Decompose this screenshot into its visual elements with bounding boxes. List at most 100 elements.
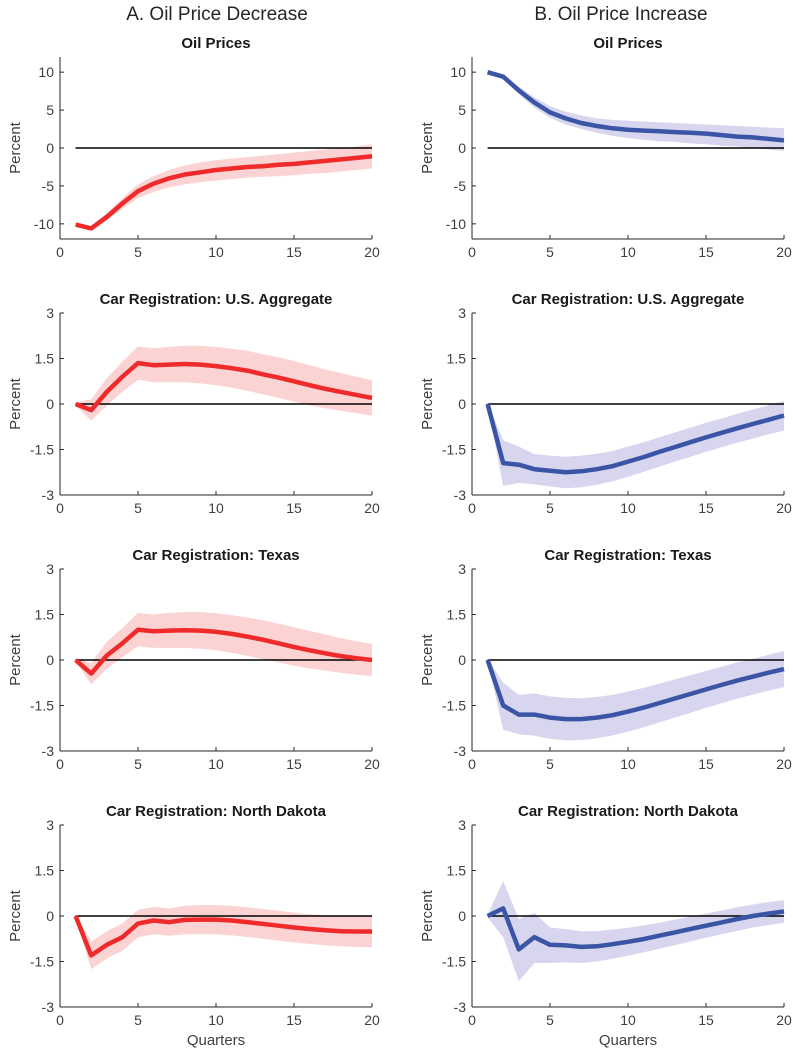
- y-tick-label: -1.5: [30, 442, 54, 458]
- y-tick-label: 3: [458, 817, 466, 833]
- y-axis-label: Percent: [7, 889, 24, 942]
- y-tick-label: -1.5: [442, 954, 466, 970]
- x-axis-label: Quarters: [187, 1032, 245, 1049]
- y-axis-label: Percent: [7, 377, 24, 430]
- x-tick-label: 10: [208, 1012, 224, 1028]
- response-line: [75, 154, 373, 231]
- y-tick-label: 3: [46, 561, 54, 577]
- x-tick-label: 5: [546, 1012, 554, 1028]
- y-tick-label: 3: [458, 305, 466, 321]
- y-tick-label: -3: [42, 999, 55, 1015]
- x-tick-label: 20: [776, 500, 792, 516]
- y-tick-label: -1.5: [442, 698, 466, 714]
- x-tick-label: 15: [286, 500, 302, 516]
- confidence-band: [487, 650, 784, 741]
- x-tick-label: 10: [620, 500, 636, 516]
- x-tick-label: 5: [546, 244, 554, 260]
- y-tick-label: 3: [46, 817, 54, 833]
- x-tick-label: 10: [620, 244, 636, 260]
- confidence-band: [487, 881, 784, 982]
- y-tick-label: 0: [458, 396, 466, 412]
- x-tick-label: 0: [468, 1012, 476, 1028]
- panel-title: Car Registration: North Dakota: [106, 803, 327, 820]
- response-line: [485, 403, 785, 475]
- panel-title: Car Registration: U.S. Aggregate: [512, 291, 745, 308]
- x-tick-label: 10: [620, 756, 636, 772]
- x-tick-label: 20: [776, 756, 792, 772]
- column-title-a: A. Oil Price Decrease: [126, 4, 308, 25]
- panel-title: Car Registration: Texas: [544, 547, 711, 564]
- y-tick-label: -3: [454, 743, 467, 759]
- y-tick-label: -1.5: [30, 698, 54, 714]
- y-tick-label: -10: [34, 216, 54, 232]
- y-tick-label: 0: [46, 908, 54, 924]
- x-tick-label: 10: [208, 244, 224, 260]
- y-tick-label: 1.5: [35, 863, 55, 879]
- y-axis-label: Percent: [419, 377, 436, 430]
- confidence-band: [75, 612, 372, 685]
- y-tick-label: -3: [42, 743, 55, 759]
- x-tick-label: 0: [56, 244, 64, 260]
- x-tick-label: 5: [134, 244, 142, 260]
- x-tick-label: 20: [776, 244, 792, 260]
- x-tick-label: 15: [286, 756, 302, 772]
- y-tick-label: 1.5: [447, 607, 467, 623]
- x-tick-label: 20: [364, 500, 380, 516]
- x-tick-label: 0: [56, 756, 64, 772]
- column-title-b: B. Oil Price Increase: [534, 4, 708, 25]
- x-axis-label: Quarters: [599, 1032, 657, 1049]
- y-tick-label: 0: [458, 652, 466, 668]
- panel-title: Oil Prices: [593, 35, 662, 52]
- x-tick-label: 15: [286, 1012, 302, 1028]
- x-tick-label: 0: [56, 1012, 64, 1028]
- x-tick-label: 5: [134, 500, 142, 516]
- y-tick-label: 0: [458, 908, 466, 924]
- x-tick-label: 15: [286, 244, 302, 260]
- x-tick-label: 10: [620, 1012, 636, 1028]
- panel-title: Oil Prices: [181, 35, 250, 52]
- y-tick-label: 0: [46, 396, 54, 412]
- y-axis-label: Percent: [419, 121, 436, 174]
- y-tick-label: -3: [42, 487, 55, 503]
- y-tick-label: 0: [46, 140, 54, 156]
- x-tick-label: 20: [364, 244, 380, 260]
- y-tick-label: 1.5: [447, 351, 467, 367]
- y-tick-label: 1.5: [447, 863, 467, 879]
- response-line: [74, 627, 373, 676]
- x-tick-label: 0: [468, 244, 476, 260]
- x-tick-label: 15: [698, 500, 714, 516]
- x-tick-label: 15: [698, 244, 714, 260]
- y-tick-label: 1.5: [35, 351, 55, 367]
- y-tick-label: -3: [454, 999, 467, 1015]
- y-axis-label: Percent: [419, 889, 436, 942]
- y-tick-label: 1.5: [35, 607, 55, 623]
- x-tick-label: 10: [208, 756, 224, 772]
- x-tick-label: 0: [468, 756, 476, 772]
- x-tick-label: 5: [134, 1012, 142, 1028]
- confidence-band: [487, 401, 784, 489]
- response-line: [485, 659, 785, 722]
- x-tick-label: 5: [134, 756, 142, 772]
- y-tick-label: -5: [454, 178, 467, 194]
- x-tick-label: 5: [546, 756, 554, 772]
- y-tick-label: 0: [458, 140, 466, 156]
- response-line: [73, 915, 372, 958]
- y-axis-label: Percent: [419, 633, 436, 686]
- y-axis-label: Percent: [7, 121, 24, 174]
- response-line: [486, 906, 785, 952]
- y-tick-label: 3: [458, 561, 466, 577]
- x-tick-label: 10: [208, 500, 224, 516]
- confidence-band: [487, 71, 784, 151]
- panel-title: Car Registration: North Dakota: [518, 803, 739, 820]
- y-tick-label: 10: [38, 64, 54, 80]
- y-tick-label: -5: [42, 178, 55, 194]
- panel-title: Car Registration: Texas: [132, 547, 299, 564]
- confidence-band: [75, 144, 372, 230]
